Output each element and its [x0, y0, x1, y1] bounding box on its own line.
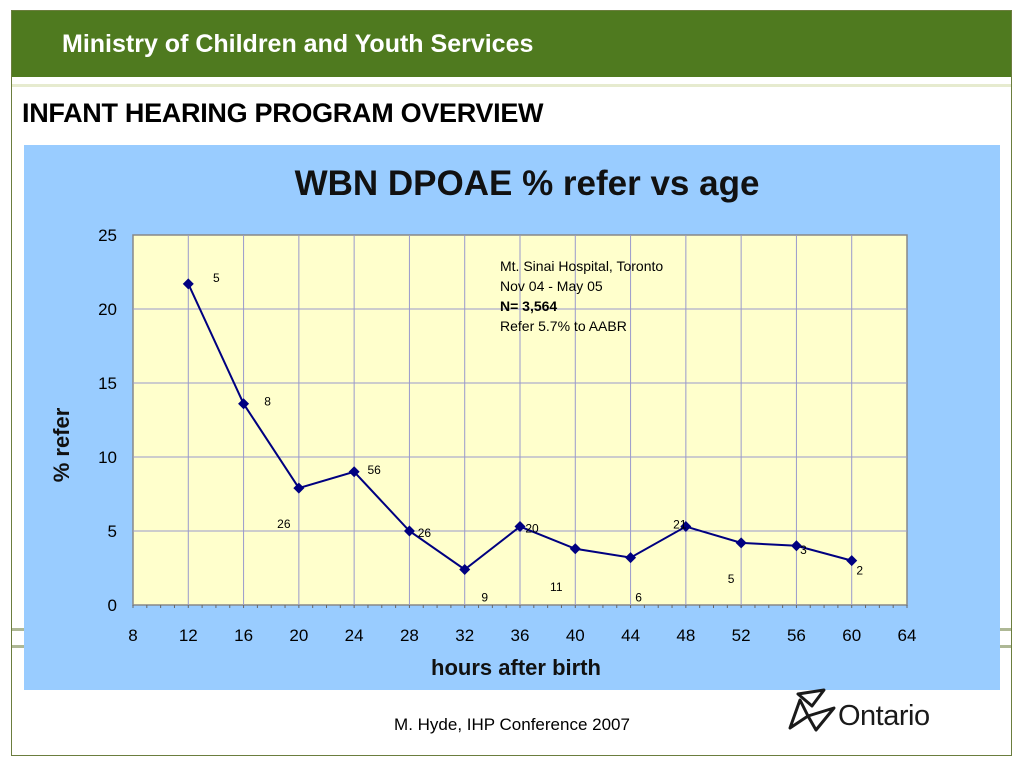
decor-line-right-2	[1000, 645, 1012, 648]
x-tick-label: 20	[289, 626, 308, 645]
header-bar	[12, 11, 1011, 77]
data-label: 11	[550, 580, 563, 594]
data-label: 56	[367, 463, 381, 477]
data-label: 26	[418, 526, 432, 540]
data-point	[680, 521, 692, 533]
data-label: 6	[635, 591, 642, 605]
data-label: 9	[481, 590, 488, 604]
trillium-icon	[788, 688, 836, 732]
data-point	[348, 466, 360, 478]
data-label: 5	[213, 271, 220, 285]
ontario-logo-text: Ontario	[838, 700, 930, 732]
data-label: 26	[277, 517, 291, 531]
y-axis-label: % refer	[49, 407, 74, 482]
x-axis-label: hours after birth	[431, 655, 601, 680]
decor-line-right	[1000, 628, 1012, 631]
chart-title: WBN DPOAE % refer vs age	[295, 164, 760, 203]
data-label: 20	[525, 522, 539, 536]
decor-line-left	[12, 628, 26, 631]
ministry-title: Ministry of Children and Youth Services	[62, 30, 534, 58]
x-tick-label: 28	[400, 626, 419, 645]
x-tick-label: 44	[621, 626, 640, 645]
data-point	[569, 543, 581, 555]
y-tick-label: 20	[98, 300, 117, 319]
x-tick-label: 24	[345, 626, 364, 645]
y-tick-label: 25	[98, 226, 117, 245]
line-chart: WBN DPOAE % refer vs age 8 12 16 20 24 28 32 36…	[49, 164, 916, 680]
x-tick-label: 8	[128, 626, 137, 645]
annotation-line: N= 3,564	[500, 298, 557, 314]
grid-lines	[133, 235, 907, 605]
x-tick-label: 12	[179, 626, 198, 645]
annotation-line: Nov 04 - May 05	[500, 278, 603, 294]
annotation-line: Mt. Sinai Hospital, Toronto	[500, 258, 663, 274]
series-layer	[182, 278, 858, 575]
x-tick-label: 40	[566, 626, 585, 645]
data-point	[238, 398, 250, 410]
annotation-box: Mt. Sinai Hospital, Toronto Nov 04 - May …	[500, 258, 663, 334]
data-point	[846, 555, 858, 567]
decor-line-left-2	[12, 645, 26, 648]
chart-area: WBN DPOAE % refer vs age 8 12 16 20 24 28 32 36…	[24, 145, 1000, 690]
data-label: 21	[673, 518, 687, 532]
y-tick-label: 15	[98, 374, 117, 393]
data-point	[790, 540, 802, 552]
x-tick-label: 56	[787, 626, 806, 645]
section-title: INFANT HEARING PROGRAM OVERVIEW	[22, 98, 544, 128]
x-tick-label: 60	[842, 626, 861, 645]
annotation-line: Refer 5.7% to AABR	[500, 318, 627, 334]
data-label: 3	[800, 543, 807, 557]
data-point	[403, 525, 415, 537]
footer-credit: M. Hyde, IHP Conference 2007	[394, 715, 630, 734]
data-label: 2	[856, 564, 863, 578]
data-labels: 5 8 26 56 26 9 20 11 6 21 5 3 2	[213, 271, 863, 605]
y-tick-label: 10	[98, 448, 117, 467]
y-tick-label: 0	[108, 596, 117, 615]
data-point	[293, 482, 305, 494]
y-tick-label: 5	[108, 522, 117, 541]
x-tick-label: 36	[511, 626, 530, 645]
data-label: 8	[264, 395, 271, 409]
x-tick-label: 32	[455, 626, 474, 645]
header-rule	[12, 84, 1011, 87]
data-label: 5	[728, 572, 735, 586]
x-tick-label: 64	[898, 626, 917, 645]
x-tick-label: 48	[676, 626, 695, 645]
data-point	[182, 278, 194, 290]
data-point	[625, 552, 637, 564]
x-tick-label: 16	[234, 626, 253, 645]
x-tick-label: 52	[732, 626, 751, 645]
data-point	[459, 563, 471, 575]
data-point	[514, 521, 526, 533]
data-point	[735, 537, 747, 549]
